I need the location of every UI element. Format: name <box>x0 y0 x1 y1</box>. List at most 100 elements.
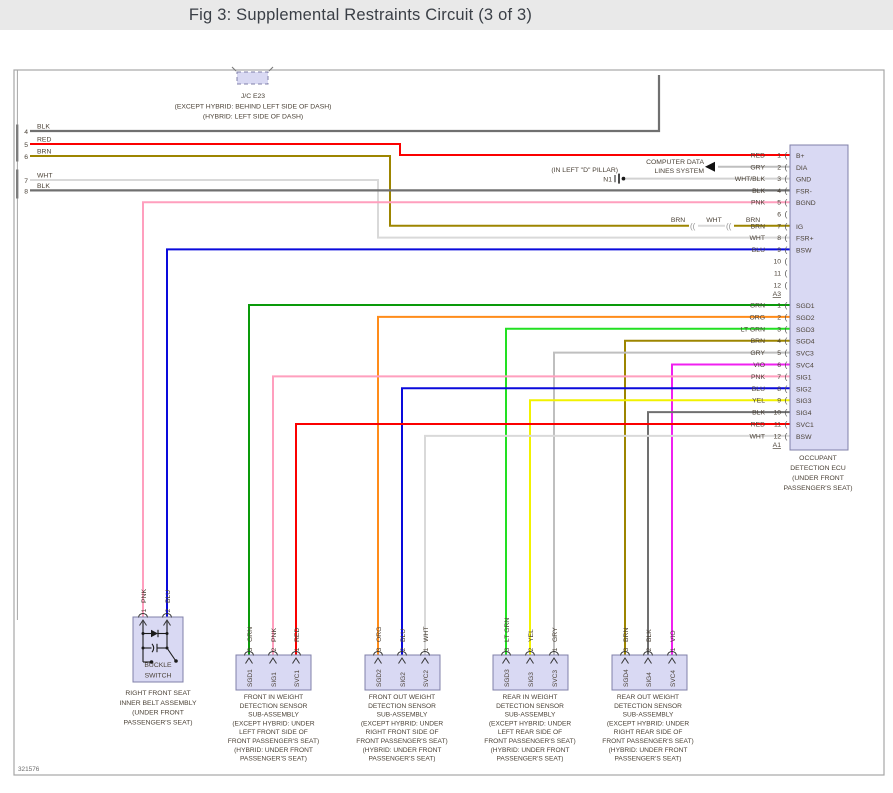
sensor-name: RIGHT REAR SIDE OF <box>614 729 683 736</box>
ecu-pin-label: SVC1 <box>796 422 814 429</box>
wire-sig2-blu <box>401 387 790 656</box>
pin-bracket-icon: ( <box>785 185 788 195</box>
wire-bsw-blu <box>166 248 790 618</box>
ecu-wire-color: BLK <box>752 188 765 195</box>
sensor-signal-label: SIG2 <box>400 672 407 687</box>
pin-bracket-icon: ( <box>785 324 788 334</box>
ecu-name: DETECTION ECU <box>790 465 846 472</box>
ecu-wire-color: WHT <box>750 235 765 242</box>
ecu-pin-number: 1 <box>777 153 781 160</box>
connector-arc-icon <box>420 651 430 656</box>
ecu-wire-color: YEL <box>752 398 765 405</box>
up-arrow-icon <box>139 619 147 626</box>
left-connector-bar <box>16 169 19 199</box>
ecu-pin-number: 10 <box>773 410 781 417</box>
wire-svc4-vio <box>671 363 790 656</box>
up-arrow-icon <box>269 657 277 664</box>
wire-svc1-red <box>295 423 790 656</box>
connector-arc-icon <box>138 613 148 618</box>
ecu-pin-number: 12 <box>773 282 781 289</box>
up-arrow-icon <box>502 657 510 664</box>
ecu-pin-label: SGD3 <box>796 327 815 334</box>
wire-color-label: BLK <box>646 629 653 642</box>
sensor-pin-number: 3 <box>504 648 511 652</box>
sensor-name: PASSENGER'S SEAT) <box>497 756 564 763</box>
wire-sig4-blk <box>647 411 790 656</box>
splice-wire-label: WHT <box>706 217 721 224</box>
diagram-frame <box>13 69 885 776</box>
up-arrow-icon <box>245 657 253 664</box>
sensor-name: FRONT IN WEIGHT <box>244 694 303 701</box>
ecu-pin-label: SIG1 <box>796 374 812 381</box>
sensor-name: (EXCEPT HYBRID: UNDER <box>361 720 444 727</box>
ecu-pin-number: 6 <box>777 362 781 369</box>
ecu-wire-color: GRY <box>750 350 765 357</box>
wire-sgd2-org <box>377 315 790 656</box>
ground-code: N1 <box>603 176 612 183</box>
ecu-wire-color: VIO <box>753 362 765 369</box>
pin-bracket-icon: ( <box>785 383 788 393</box>
capacitor-plate-icon <box>151 643 155 653</box>
pin-bracket-icon: ( <box>785 221 788 231</box>
ecu-pin-number: 5 <box>777 200 781 207</box>
sensor-signal-label: SIG3 <box>528 672 535 687</box>
sensor-name: (HYBRID: UNDER FRONT <box>609 747 688 754</box>
sensor-signal-label: SVC3 <box>552 670 559 687</box>
up-arrow-icon <box>374 657 382 664</box>
ecu-pin-label: DIA <box>796 165 808 172</box>
sensor-signal-label: SGD4 <box>623 669 630 687</box>
figure-title: Fig 3: Supplemental Restraints Circuit (… <box>188 6 533 24</box>
title-bar: Fig 3: Supplemental Restraints Circuit (… <box>0 0 893 30</box>
sensor-name: (EXCEPT HYBRID: UNDER <box>232 720 315 727</box>
ecu-name: OCCUPANT <box>799 455 837 462</box>
pin-bracket-icon: ( <box>785 407 788 417</box>
connector-arc-icon <box>268 651 278 656</box>
diode-icon <box>151 629 158 638</box>
ecu-pin-number: 4 <box>777 188 781 195</box>
ecu-pin-number: 5 <box>777 350 781 357</box>
sensor-pin-number: 2 <box>528 648 535 652</box>
pin-bracket-icon: ( <box>785 431 788 441</box>
buckle-pin-number: 1 <box>141 609 148 613</box>
pin-bracket-icon: ( <box>785 312 788 322</box>
sensor-box <box>235 654 312 691</box>
connector-arc-icon <box>525 651 535 656</box>
ecu-pin-label: GND <box>796 177 811 184</box>
up-arrow-icon <box>526 657 534 664</box>
sensor-pin-number: 3 <box>247 648 254 652</box>
left-pin-number: 6 <box>24 154 28 161</box>
wire-color-label: LT GRN <box>504 618 511 642</box>
ecu-pin-number: 8 <box>777 235 781 242</box>
wire-color-label: GRN <box>247 627 254 642</box>
wire-jc-red-5 <box>30 143 790 156</box>
wire-color-label: ORG <box>376 627 383 642</box>
pillar-note: (IN LEFT "D" PILLAR) <box>551 167 618 174</box>
up-arrow-icon <box>668 657 676 664</box>
left-pin-number: 5 <box>24 142 28 149</box>
ecu-pin-label: SIG3 <box>796 398 812 405</box>
sensor-name: (HYBRID: UNDER FRONT <box>234 747 313 754</box>
ecu-wire-color: BRN <box>751 223 765 230</box>
left-pin-number: 7 <box>24 178 28 185</box>
sensor-name: PASSENGER'S SEAT) <box>369 756 436 763</box>
ecu-wire-color: BLU <box>752 386 765 393</box>
wire-color-label: BLK <box>37 183 50 190</box>
pin-bracket-icon: ( <box>785 174 788 184</box>
sensor-name: FRONT PASSENGER'S SEAT) <box>602 738 693 745</box>
ecu-pin-number: 7 <box>777 223 781 230</box>
pin-bracket-icon: ( <box>785 162 788 172</box>
ecu-pin-label: BGND <box>796 200 816 207</box>
sensor-name: (HYBRID: UNDER FRONT <box>491 747 570 754</box>
ecu-wire-color: RED <box>751 153 765 160</box>
computer-data-label: COMPUTER DATA <box>646 159 704 166</box>
ecu-wire-color: GRY <box>750 164 765 171</box>
buckle-assembly-name: INNER BELT ASSEMBLY <box>119 700 197 707</box>
left-pin-number: 4 <box>24 129 28 136</box>
sensor-signal-label: SVC1 <box>294 670 301 687</box>
sensor-name: (EXCEPT HYBRID: UNDER <box>607 720 690 727</box>
ecu-wire-color: RED <box>751 422 765 429</box>
pin-bracket-icon: ( <box>785 244 788 254</box>
wire-color-label: BLK <box>37 124 50 131</box>
ecu-wire-color: BRN <box>751 338 765 345</box>
